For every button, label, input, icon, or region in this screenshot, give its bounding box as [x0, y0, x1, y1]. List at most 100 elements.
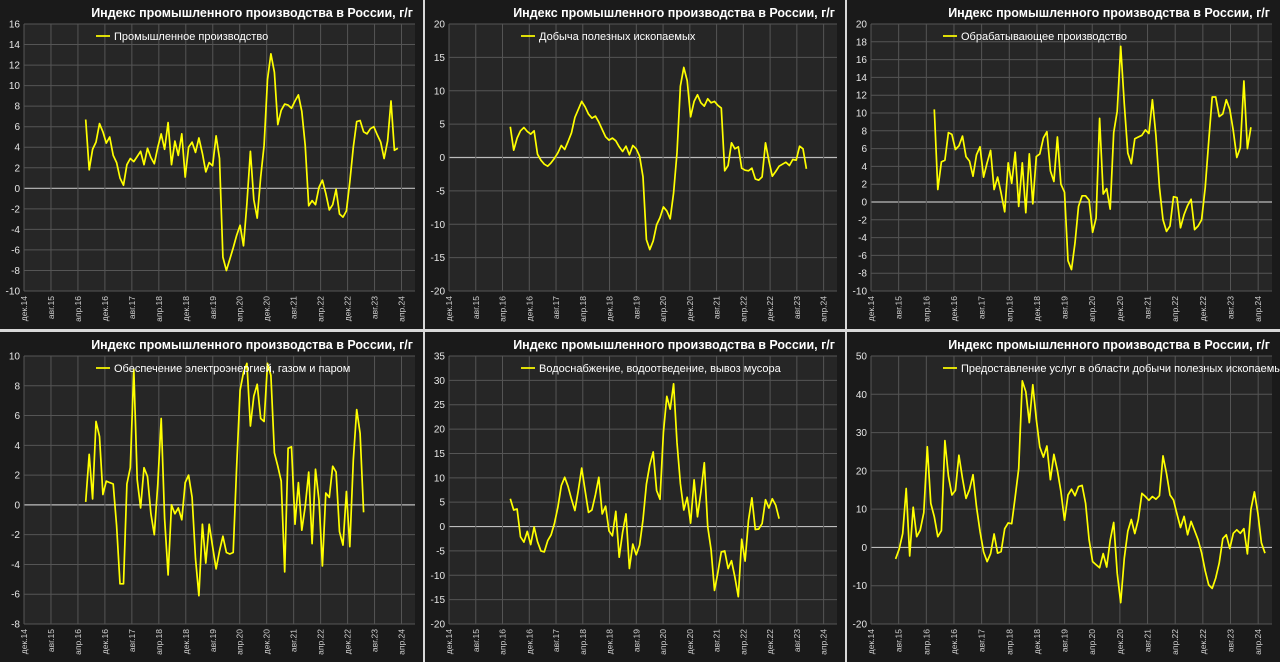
- x-tick-label: дек.14: [444, 296, 454, 321]
- x-tick-label: дек.18: [1032, 296, 1042, 321]
- y-tick-label: -2: [11, 204, 20, 215]
- y-tick-label: -6: [858, 251, 867, 262]
- x-tick-label: апр.20: [658, 629, 668, 655]
- x-tick-label: авг.19: [208, 629, 218, 652]
- y-tick-label: 0: [861, 198, 867, 209]
- x-tick-label: апр.18: [154, 629, 164, 655]
- x-tick-label: авг.17: [977, 629, 987, 652]
- x-tick-label: авг.15: [894, 629, 904, 652]
- series-line: [509, 66, 808, 251]
- x-tick-label: апр.20: [235, 296, 245, 322]
- x-tick-label: дек.18: [181, 296, 191, 321]
- y-tick-label: 10: [434, 473, 446, 484]
- x-tick-label: авг.17: [127, 629, 137, 652]
- legend-label: Обрабатывающее производство: [961, 31, 1127, 43]
- x-tick-label: дек.16: [100, 629, 110, 654]
- chart-panel-mining-services: -20 -10 0 10 20 30 40 50 дек.14 авг.15 апр.16 дек.1…: [847, 332, 1280, 662]
- x-tick-label: апр.16: [498, 296, 508, 322]
- y-tick-label: -2: [858, 215, 867, 226]
- x-tick-label: дек.20: [685, 296, 695, 321]
- x-tick-label: дек.22: [1198, 629, 1208, 654]
- y-tick-label: 30: [856, 428, 868, 439]
- y-tick-label: 20: [856, 466, 868, 477]
- y-tick-label: 12: [856, 91, 868, 102]
- x-tick-label: дек.22: [343, 296, 353, 321]
- y-tick-label: 6: [14, 122, 20, 133]
- x-tick-label: дек.20: [262, 296, 272, 321]
- y-tick-label: 15: [434, 449, 446, 460]
- y-tick-label: -4: [858, 233, 867, 244]
- chart-svg: -8 -6 -4 -2 0 2 4 6 8 10 дек.14 авг.15 апр.16 дек.16 а…: [9, 338, 415, 655]
- y-tick-label: 0: [861, 543, 867, 554]
- x-tick-label: авг.17: [977, 296, 987, 319]
- series-line: [84, 362, 365, 597]
- legend-label: Добыча полезных ископаемых: [539, 31, 696, 43]
- y-tick-label: 6: [861, 144, 867, 155]
- x-tick-label: дек.14: [866, 296, 876, 321]
- x-tick-label: апр.18: [154, 296, 164, 322]
- chart-title: Индекс промышленного производства в Росс…: [91, 6, 413, 20]
- y-tick-label: -8: [11, 620, 20, 631]
- chart-panel-electricity: -8 -6 -4 -2 0 2 4 6 8 10 дек.14 авг.15 апр.16 дек.16 а…: [0, 332, 423, 662]
- x-tick-label: дек.14: [444, 629, 454, 654]
- x-tick-label: авг.15: [46, 629, 56, 652]
- x-tick-label: апр.20: [658, 296, 668, 322]
- x-tick-label: дек.22: [765, 296, 775, 321]
- x-tick-label: дек.14: [19, 629, 29, 654]
- series-line: [894, 380, 1266, 604]
- legend-label: Обеспечение электроэнергией, газом и пар…: [114, 363, 350, 375]
- x-tick-label: дек.16: [949, 296, 959, 321]
- x-tick-label: апр.20: [1087, 629, 1097, 655]
- legend-label: Промышленное производство: [114, 31, 268, 43]
- y-tick-label: 0: [439, 153, 445, 164]
- y-tick-label: 16: [856, 55, 868, 66]
- x-tick-label: апр.22: [316, 629, 326, 655]
- y-tick-label: 8: [861, 126, 867, 137]
- legend-label: Водоснабжение, водоотведение, вывоз мусо…: [539, 363, 782, 375]
- y-tick-label: -4: [11, 560, 20, 571]
- y-tick-label: -20: [853, 620, 868, 631]
- x-tick-label: дек.16: [100, 296, 110, 321]
- x-tick-label: апр.18: [1004, 296, 1014, 322]
- x-tick-label: авг.21: [712, 296, 722, 319]
- y-tick-label: 10: [434, 86, 446, 97]
- y-tick-label: 10: [9, 352, 21, 363]
- x-tick-label: авг.21: [1143, 296, 1153, 319]
- x-tick-label: дек.16: [524, 296, 534, 321]
- y-tick-label: 10: [856, 109, 868, 120]
- chart-svg: -20 -15 -10 -5 0 5 10 15 20 25 30 35 дек.14 авг.15 апр…: [431, 338, 837, 655]
- x-tick-label: апр.16: [73, 629, 83, 655]
- x-tick-label: авг.23: [792, 296, 802, 319]
- x-tick-label: дек.18: [605, 629, 615, 654]
- chart-panel-industrial-production: -10 -8 -6 -4 -2 0 2 4 6 8 10 12 14 16 дек.14 авг.15 апр.…: [0, 0, 423, 329]
- x-tick-label: авг.17: [127, 296, 137, 319]
- x-tick-label: апр.20: [235, 629, 245, 655]
- x-tick-label: авг.15: [471, 629, 481, 652]
- y-tick-label: 14: [9, 40, 21, 51]
- chart-title: Индекс промышленного производства в Росс…: [91, 338, 413, 352]
- x-tick-label: авг.23: [792, 629, 802, 652]
- x-tick-label: апр.18: [1004, 629, 1014, 655]
- x-tick-label: апр.24: [397, 296, 407, 322]
- x-tick-label: авг.21: [712, 629, 722, 652]
- x-tick-label: дек.16: [524, 629, 534, 654]
- y-tick-label: 50: [856, 352, 868, 363]
- x-tick-label: апр.22: [738, 629, 748, 655]
- y-tick-label: 5: [439, 498, 445, 509]
- x-tick-label: авг.15: [46, 296, 56, 319]
- x-tick-label: авг.21: [289, 629, 299, 652]
- x-tick-label: дек.22: [1198, 296, 1208, 321]
- y-tick-label: -10: [431, 220, 446, 231]
- chart-svg: -10 -8 -6 -4 -2 0 2 4 6 8 10 12 14 16 18 20 дек.14 авг.15…: [853, 6, 1272, 322]
- y-tick-label: 25: [434, 400, 446, 411]
- y-tick-label: -6: [11, 245, 20, 256]
- x-tick-label: авг.19: [208, 296, 218, 319]
- x-tick-label: дек.16: [949, 629, 959, 654]
- x-tick-label: апр.18: [578, 629, 588, 655]
- x-tick-label: апр.16: [921, 629, 931, 655]
- x-tick-label: дек.20: [1115, 629, 1125, 654]
- x-tick-label: авг.23: [370, 629, 380, 652]
- x-tick-label: авг.21: [1143, 629, 1153, 652]
- x-tick-label: апр.24: [1253, 629, 1263, 655]
